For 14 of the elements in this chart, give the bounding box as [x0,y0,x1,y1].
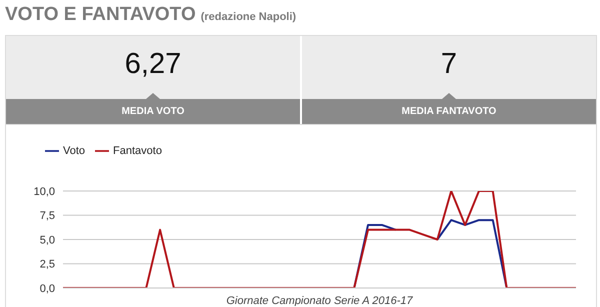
text: VOTO E FANTAVOTO [5,4,196,25]
text: (redazione Napoli) [200,11,296,23]
text: 6,27 [124,48,182,81]
text: 7 [440,48,458,81]
y-tick-label: 5,0 [40,234,55,246]
x-axis-title: Giornate Campionato Serie A 2016-17 [226,295,414,307]
text: MEDIA VOTO [6,99,300,124]
text: MEDIA FANTAVOTO [302,99,596,124]
legend-label: Voto [63,144,86,157]
y-tick-label: 10,0 [34,186,55,198]
legend-label: Fantavoto [113,144,162,157]
y-tick-label: 0,0 [40,282,55,295]
y-tick-label: 7,5 [40,210,55,222]
y-tick-label: 2,5 [40,258,55,271]
